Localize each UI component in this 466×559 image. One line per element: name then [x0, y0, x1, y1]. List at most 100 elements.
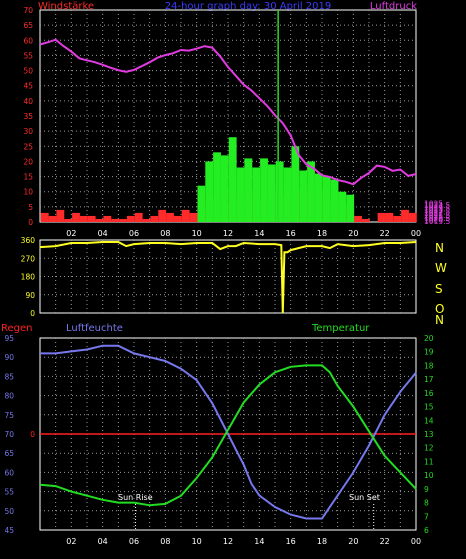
y-tick-label-pressure: 1024.5 [424, 201, 450, 210]
humidity-line [40, 344, 417, 520]
wind-bar [385, 212, 394, 222]
x-tick-label: 00 [411, 537, 421, 546]
y-tick-label-humidity: 65 [4, 449, 14, 458]
pressure-label: Luftdruck [370, 1, 417, 12]
gust-bar [220, 155, 229, 222]
gust-bar [213, 152, 221, 222]
gust-bar [252, 167, 261, 222]
y-tick-label-temperature: 10 [424, 471, 434, 480]
y-tick-label-pressure: 1022 [424, 209, 443, 218]
y-tick-label-wind: 35 [23, 112, 33, 121]
y-tick-label-pressure: 1022.5 [424, 208, 450, 217]
wind-bar [158, 209, 167, 222]
compass-letter: N [435, 313, 444, 327]
wind-bar [393, 215, 402, 222]
x-tick-label: 16 [286, 229, 296, 238]
wind-bar [361, 218, 370, 222]
y-tick-label-pressure: 1021.5 [424, 211, 450, 220]
wind-bar [377, 212, 386, 222]
x-tick-label: 04 [98, 537, 108, 546]
y-tick-label-humidity: 75 [4, 411, 14, 420]
temperature-line [39, 364, 417, 507]
wind-direction-grid [40, 240, 416, 313]
gust-bar [275, 161, 284, 222]
gust-bar [197, 185, 206, 222]
y-tick-label-wind: 60 [23, 36, 33, 45]
wind-bar [119, 218, 127, 222]
x-tick-label: 06 [129, 229, 139, 238]
x-tick-label: 12 [223, 229, 233, 238]
gust-bar [228, 137, 237, 222]
x-tick-label: 06 [129, 537, 139, 546]
wind-bar [134, 212, 143, 222]
x-tick-label: 02 [66, 229, 76, 238]
y-tick-label-temperature: 19 [424, 348, 434, 357]
y-tick-label-temperature: 17 [424, 375, 434, 384]
x-tick-label: 12 [223, 537, 233, 546]
wind-direction-series [39, 241, 417, 314]
y-tick-label-humidity: 55 [4, 488, 14, 497]
y-tick-label-wind: 25 [23, 142, 33, 151]
wind-bar [126, 215, 135, 222]
gust-bar [330, 179, 339, 222]
y-tick-label-humidity: 80 [4, 392, 14, 401]
gust-bar [205, 161, 214, 222]
x-tick-label: 22 [380, 229, 390, 238]
gust-bar [283, 167, 292, 222]
y-tick-label-wind: 50 [23, 67, 33, 76]
y-tick-label-direction: 270 [21, 254, 36, 263]
gust-bar [260, 158, 268, 222]
wind-bar [189, 212, 198, 222]
y-tick-label-humidity: 85 [4, 372, 14, 381]
y-tick-label-wind: 5 [28, 203, 33, 212]
y-tick-label-wind: 55 [23, 51, 33, 60]
y-tick-label-temperature: 20 [424, 334, 434, 343]
y-tick-label-humidity: 90 [4, 353, 14, 362]
gust-bar [267, 164, 276, 222]
y-tick-label-temperature: 16 [424, 389, 434, 398]
wind-bar [87, 215, 96, 222]
gust-bar [244, 158, 253, 222]
y-tick-label-pressure: 1020.5 [424, 214, 450, 223]
gust-bar [322, 176, 331, 222]
sun-rise-label: Sun Rise [118, 493, 153, 502]
rain-label: Regen [1, 323, 33, 334]
gust-bar [299, 170, 308, 222]
x-tick-label: 02 [66, 537, 76, 546]
y-tick-label-wind: 40 [23, 97, 33, 106]
temperature-series [39, 364, 417, 507]
y-tick-label-direction: 180 [21, 273, 36, 282]
wind-gust-series [197, 137, 355, 222]
pressure-line [39, 38, 417, 186]
wind-bar [72, 212, 80, 222]
compass-letter: N [435, 241, 444, 255]
gust-bar [307, 161, 315, 222]
humidity-label: Luftfeuchte [66, 323, 123, 334]
y-tick-label-humidity: 60 [4, 468, 14, 477]
x-tick-label: 20 [348, 537, 358, 546]
x-tick-label: 18 [317, 537, 327, 546]
y-tick-label-wind: 30 [23, 127, 33, 136]
wind-bar [111, 218, 120, 222]
y-tick-label-wind: 15 [23, 173, 33, 182]
y-tick-label-wind: 20 [23, 157, 33, 166]
y-tick-label-humidity: 50 [4, 507, 14, 516]
x-tick-label: 14 [254, 229, 264, 238]
y-tick-label-pressure: 1024 [424, 203, 443, 212]
wind-bar [103, 215, 112, 222]
y-tick-label-temperature: 12 [424, 444, 434, 453]
chart-title: 24-hour graph day: 30 April 2019 [165, 1, 331, 12]
y-tick-label-rain: 0 [30, 430, 35, 439]
x-tick-label: 14 [254, 537, 264, 546]
y-tick-label-wind: 70 [23, 6, 33, 15]
wind-bar [64, 218, 73, 222]
y-tick-label-direction: 90 [25, 291, 35, 300]
y-tick-label-pressure: 1019.5 [424, 217, 450, 226]
y-tick-label-temperature: 7 [424, 512, 429, 521]
wind-bar [56, 209, 65, 222]
wind-bar [408, 212, 417, 222]
wind-bar [354, 215, 362, 222]
temperature-label: Temperatur [311, 323, 370, 334]
y-tick-label-humidity: 45 [4, 526, 14, 535]
